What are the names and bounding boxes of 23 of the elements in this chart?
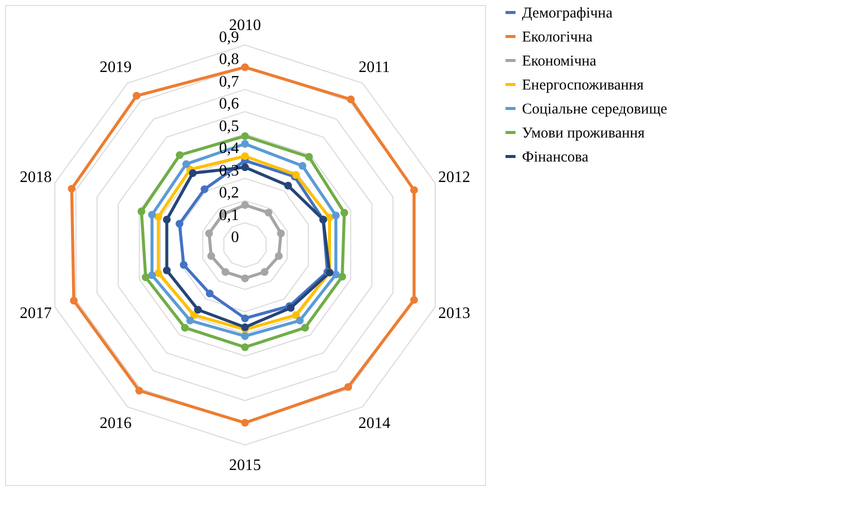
- spoke-label: 2011: [358, 59, 390, 76]
- spoke-label: 2016: [100, 414, 132, 432]
- y-tick-label: 0,5: [219, 118, 239, 135]
- legend-label: Енергоспоживання: [522, 78, 644, 94]
- legend-label: Демографічна: [522, 6, 613, 22]
- y-tick-label: 0,6: [219, 96, 239, 113]
- spoke-label: 2017: [20, 304, 52, 322]
- spoke-label: 2015: [229, 457, 261, 474]
- legend-label: Умови проживання: [522, 126, 645, 142]
- legend-label: Фінансова: [522, 150, 589, 166]
- spoke-label: 2013: [438, 304, 470, 322]
- y-tick-label: 0: [231, 229, 239, 246]
- legend-label: Соціальне середовище: [522, 102, 668, 118]
- y-tick-label: 0,2: [219, 184, 239, 202]
- y-tick-label: 0,7: [219, 73, 239, 90]
- spoke-label: 2014: [358, 414, 390, 432]
- spoke-label: 2019: [100, 59, 132, 76]
- y-tick-label: 0,8: [219, 51, 239, 68]
- spoke-label: 2018: [20, 169, 52, 186]
- y-tick-label: 0,1: [219, 206, 239, 224]
- legend-label: Економічна: [522, 54, 597, 70]
- legend-label: Екологічна: [522, 30, 593, 46]
- spoke-label: 2012: [438, 169, 470, 186]
